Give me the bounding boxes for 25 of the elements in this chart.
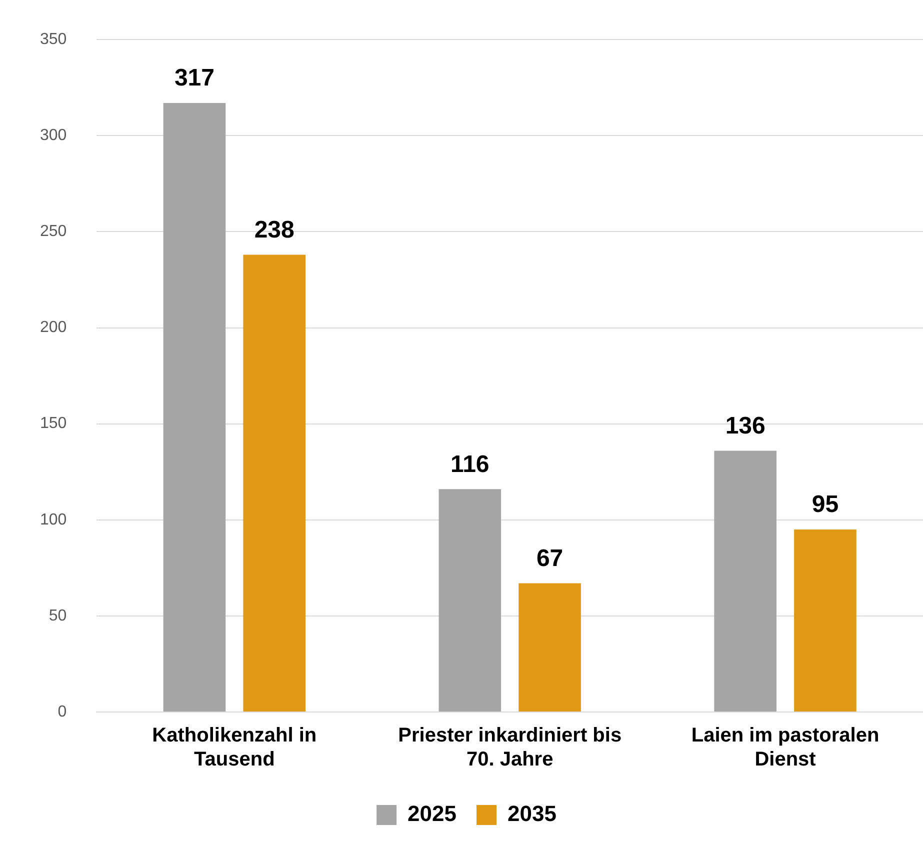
bar bbox=[163, 103, 226, 712]
data-label: 136 bbox=[725, 412, 766, 440]
data-label: 67 bbox=[536, 544, 564, 572]
bar bbox=[438, 489, 502, 712]
bar bbox=[518, 583, 581, 712]
y-tick-label: 0 bbox=[58, 703, 67, 720]
bar bbox=[794, 529, 856, 712]
y-tick-label: 50 bbox=[48, 607, 67, 624]
y-tick-label: 250 bbox=[40, 223, 67, 240]
bar bbox=[714, 450, 776, 712]
y-tick-label: 150 bbox=[40, 415, 67, 432]
bar bbox=[243, 254, 306, 712]
data-label: 238 bbox=[254, 216, 294, 244]
y-tick-label: 200 bbox=[40, 319, 67, 336]
y-tick-label: 350 bbox=[40, 31, 67, 48]
legend-label: 2035 bbox=[508, 801, 556, 826]
legend-label: 2025 bbox=[408, 801, 457, 826]
y-tick-label: 100 bbox=[40, 511, 67, 528]
data-label: 317 bbox=[174, 64, 214, 92]
x-tick-label: Priester inkardiniert bis 70. Jahre bbox=[398, 724, 622, 771]
x-tick-label: Laien im pastoralen Dienst bbox=[691, 724, 880, 771]
data-label: 95 bbox=[812, 491, 839, 518]
x-tick-label: Katholikenzahl in Tausend bbox=[152, 724, 317, 771]
y-tick-label: 300 bbox=[40, 127, 67, 144]
data-label: 116 bbox=[450, 450, 490, 478]
